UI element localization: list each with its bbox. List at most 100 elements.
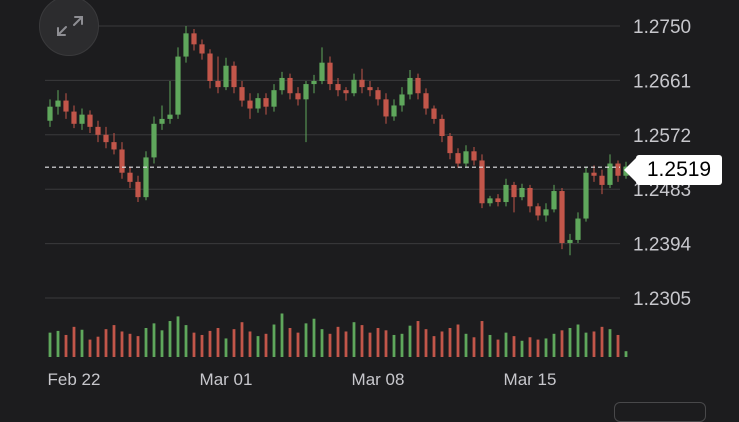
candle-body (247, 100, 253, 109)
candle-body (487, 198, 493, 204)
volume-bar (576, 324, 580, 357)
volume-bar (456, 324, 460, 357)
volume-bar (536, 339, 540, 357)
volume-bar (160, 330, 164, 357)
candle-body (175, 56, 181, 115)
volume-bar (336, 326, 340, 357)
volume-bar (592, 331, 596, 357)
candle-body (351, 79, 357, 94)
candle-body (135, 181, 141, 198)
expand-button[interactable] (39, 0, 99, 56)
candle-body (207, 53, 213, 82)
volume-bars (48, 313, 628, 357)
candle-body (399, 94, 405, 106)
candle-body (311, 81, 317, 85)
volume-bar (312, 318, 316, 357)
volume-bar (304, 323, 308, 357)
y-tick-label: 1.2483 (633, 180, 691, 201)
volume-bar (176, 316, 180, 357)
candle-body (519, 187, 525, 198)
volume-bar (616, 334, 620, 357)
volume-bar (112, 325, 116, 357)
y-tick-label: 1.2572 (633, 126, 691, 147)
candle-body (583, 172, 589, 219)
candle-body (535, 206, 541, 216)
candle-body (127, 172, 133, 182)
candle-body (151, 123, 157, 158)
candle-body (543, 209, 549, 216)
x-tick-label: Feb 22 (48, 370, 101, 389)
candle-body (431, 108, 437, 119)
candle-body (231, 65, 237, 88)
volume-bar (288, 328, 292, 357)
candle-body (319, 62, 325, 82)
volume-bar (432, 336, 436, 357)
y-axis: 1.2750 1.2661 1.2572 1.2483 1.2394 1.2305 (633, 17, 692, 310)
candle-body (567, 239, 573, 243)
volume-bar (384, 330, 388, 357)
volume-bar (80, 329, 84, 357)
candle-body (495, 198, 501, 203)
candle-body (79, 114, 85, 124)
volume-bar (488, 334, 492, 357)
volume-bar (512, 336, 516, 357)
candle-body (167, 114, 173, 119)
candle-body (551, 191, 557, 210)
x-tick-label: Mar 01 (200, 370, 253, 389)
candle-body (359, 79, 365, 88)
volume-bar (96, 336, 100, 357)
volume-bar (320, 329, 324, 357)
volume-bar (400, 333, 404, 357)
candle-body (111, 142, 117, 150)
volume-bar (144, 328, 148, 357)
volume-bar (64, 334, 68, 357)
candle-body (511, 184, 517, 198)
candle-body (607, 163, 613, 185)
volume-bar (72, 326, 76, 357)
x-tick-label: Mar 08 (352, 370, 405, 389)
volume-bar (240, 322, 244, 357)
volume-bar (448, 328, 452, 357)
candle-body (367, 87, 373, 91)
volume-bar (152, 323, 156, 357)
candle-body (575, 218, 581, 240)
volume-bar (128, 333, 132, 357)
volume-bar (104, 329, 108, 357)
candle-body (191, 33, 197, 45)
y-tick-label: 1.2661 (633, 71, 691, 92)
volume-bar (352, 322, 356, 357)
candle-body (615, 163, 621, 176)
candle-body (455, 153, 461, 164)
candle-body (479, 160, 485, 204)
volume-bar (272, 324, 276, 357)
volume-bar (600, 326, 604, 357)
candle-body (279, 77, 285, 91)
candle-body (55, 100, 61, 107)
volume-bar (424, 329, 428, 357)
candle-body (295, 93, 301, 100)
volume-bar (520, 340, 524, 357)
volume-bar (256, 336, 260, 357)
candle-body (87, 114, 93, 127)
volume-bar (192, 332, 196, 357)
volume-bar (408, 325, 412, 357)
candle-body (559, 191, 565, 243)
volume-bar (280, 313, 284, 357)
candlestick-series (47, 26, 629, 256)
candle-body (119, 149, 125, 173)
bottom-control[interactable] (614, 402, 706, 422)
candle-body (503, 184, 509, 203)
candle-body (383, 99, 389, 117)
candle-body (95, 126, 101, 135)
volume-bar (208, 330, 212, 357)
candle-body (407, 77, 413, 95)
volume-bar (88, 339, 92, 357)
candle-body (239, 87, 245, 101)
volume-bar (560, 330, 564, 357)
candle-body (527, 187, 533, 207)
volume-bar (608, 329, 612, 357)
volume-bar (232, 329, 236, 357)
volume-bar (496, 339, 500, 357)
candle-body (599, 175, 605, 185)
